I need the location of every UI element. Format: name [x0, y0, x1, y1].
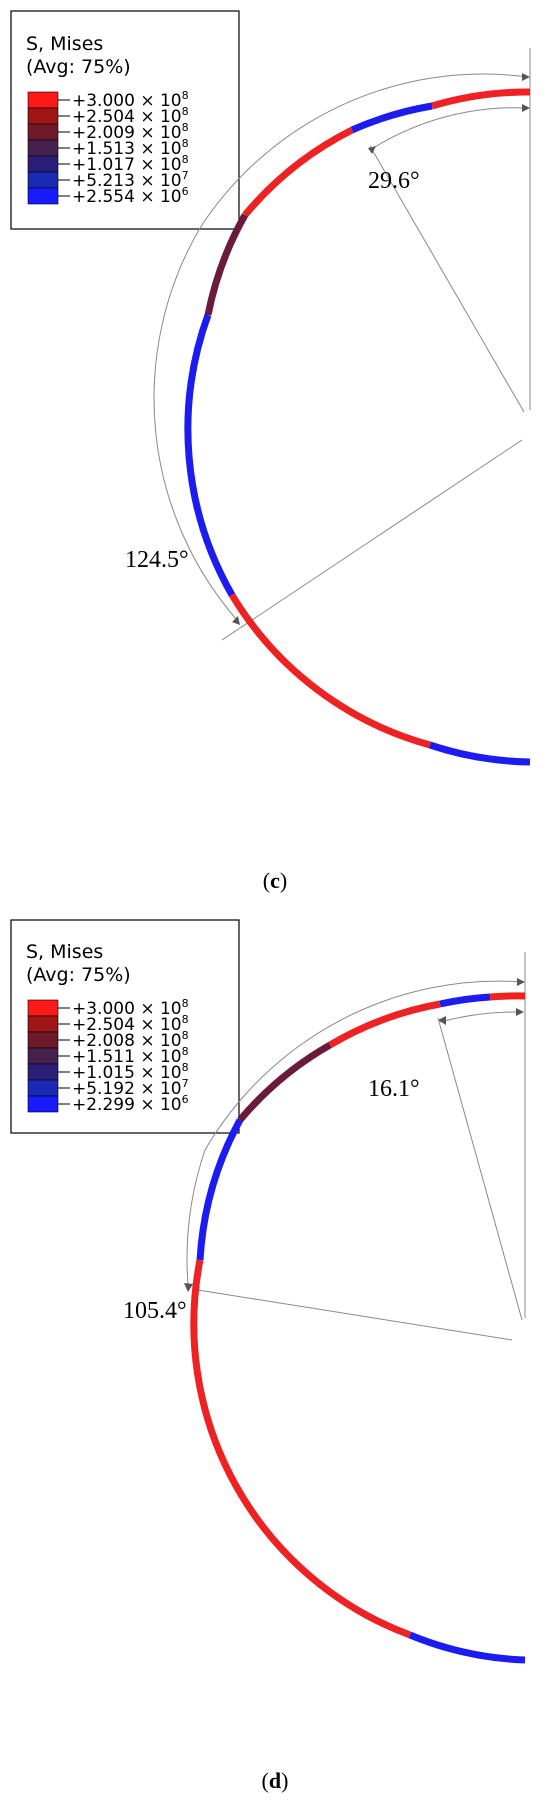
legend-value: +2.299 × 106	[72, 1093, 189, 1115]
ring-segment-high	[229, 593, 431, 749]
angle-label-large: 124.5°	[125, 547, 189, 573]
legend-swatch	[27, 1063, 59, 1081]
legend-swatch	[27, 171, 59, 189]
dimension-lines-c	[153, 48, 531, 641]
legend-title: S, Mises	[26, 33, 103, 55]
ring-segment-low	[350, 102, 433, 134]
ring-d	[190, 992, 526, 1664]
arrow-head	[522, 73, 530, 81]
legend-swatch	[27, 1015, 59, 1033]
arrow-head	[438, 1016, 446, 1025]
panel-caption: (c)	[263, 868, 287, 893]
ring-segment-high	[190, 1259, 412, 1639]
ring-segment-high	[489, 992, 526, 1001]
dimension-arrows-c	[232, 73, 530, 625]
legend-value: +3.000 × 108	[72, 89, 189, 111]
dimension-arc-inner	[439, 1011, 523, 1023]
dimension-arc-inner	[369, 107, 528, 151]
arrow-head	[517, 978, 525, 986]
legend-values: +3.000 × 108 +2.504 × 108 +2.009 × 108 +…	[72, 89, 189, 207]
legend-swatch	[27, 1047, 59, 1065]
legend-value: +1.017 × 108	[72, 153, 189, 175]
legend-swatch	[27, 1031, 59, 1049]
legend-swatch	[27, 999, 59, 1017]
ring-segment-mid	[204, 213, 249, 316]
legend-subtitle: (Avg: 75%)	[26, 964, 131, 986]
panel-c: S, Mises (Avg: 75%) +3.00	[0, 0, 550, 900]
angle-label-large: 105.4°	[123, 1298, 187, 1324]
dimension-arrows-d	[184, 978, 525, 1292]
ring-segment-high	[242, 126, 354, 218]
ring-segment-low	[439, 993, 491, 1008]
legend-value: +1.513 × 108	[72, 137, 189, 159]
legend-d: S, Mises (Avg: 75%) +3.00	[10, 919, 240, 1134]
legend-subtitle: (Avg: 75%)	[26, 56, 131, 78]
ring-segment-mid	[237, 1041, 332, 1123]
legend-value: +2.008 × 108	[72, 1029, 189, 1051]
legend-values: +3.000 × 108 +2.504 × 108 +2.008 × 108 +…	[72, 997, 189, 1115]
legend-c: S, Mises (Avg: 75%) +3.00	[10, 10, 240, 230]
ring-segment-high	[430, 88, 531, 110]
legend-swatches	[27, 91, 59, 205]
ring-segment-low	[428, 741, 531, 766]
ring-c	[184, 88, 531, 766]
legend-value: +2.504 × 108	[72, 105, 189, 127]
legend-swatch	[27, 107, 59, 125]
figure-c: S, Mises (Avg: 75%) +3.00	[10, 10, 531, 893]
legend-swatch	[27, 1095, 59, 1113]
legend-value: +2.554 × 106	[72, 185, 189, 207]
legend-title: S, Mises	[26, 941, 103, 963]
angle-label-small: 29.6°	[368, 168, 420, 194]
radius-line-29-6	[369, 145, 525, 413]
ring-segment-high	[328, 1000, 441, 1049]
ring-segment-low	[184, 313, 236, 597]
arrow-head	[184, 1283, 193, 1292]
legend-swatch	[27, 155, 59, 173]
legend-value: +2.009 × 108	[72, 121, 189, 143]
legend-value: +5.213 × 107	[72, 169, 189, 191]
legend-value: +2.504 × 108	[72, 1013, 189, 1035]
legend-swatches	[27, 999, 59, 1113]
ring-segment-low	[408, 1631, 526, 1664]
radius-line-124-5	[221, 439, 523, 641]
legend-value: +5.192 × 107	[72, 1077, 189, 1099]
radius-line-16-1	[437, 1017, 523, 1321]
legend-ticks	[58, 99, 70, 197]
dimension-arc-outer	[153, 73, 529, 621]
legend-swatch	[27, 91, 59, 109]
legend-swatch	[27, 139, 59, 157]
legend-swatch	[27, 187, 59, 205]
legend-ticks	[58, 1007, 70, 1105]
arrow-head	[522, 104, 530, 112]
angle-label-small: 16.1°	[368, 1076, 420, 1102]
radius-line-105-4	[197, 1289, 513, 1341]
arrow-head	[232, 616, 240, 625]
legend-swatch	[27, 123, 59, 141]
ring-segment-low	[196, 1118, 244, 1261]
arrow-head	[516, 1008, 524, 1016]
legend-value: +1.511 × 108	[72, 1045, 189, 1067]
arrow-head	[368, 146, 376, 154]
figure-d: S, Mises (Avg: 75%) +3.00	[10, 919, 526, 1793]
dimension-arc-outer	[186, 980, 524, 1286]
legend-swatch	[27, 1079, 59, 1097]
panel-d: S, Mises (Avg: 75%) +3.00	[0, 900, 550, 1803]
legend-value: +1.015 × 108	[72, 1061, 189, 1083]
legend-value: +3.000 × 108	[72, 997, 189, 1019]
panel-caption: (d)	[262, 1768, 289, 1793]
